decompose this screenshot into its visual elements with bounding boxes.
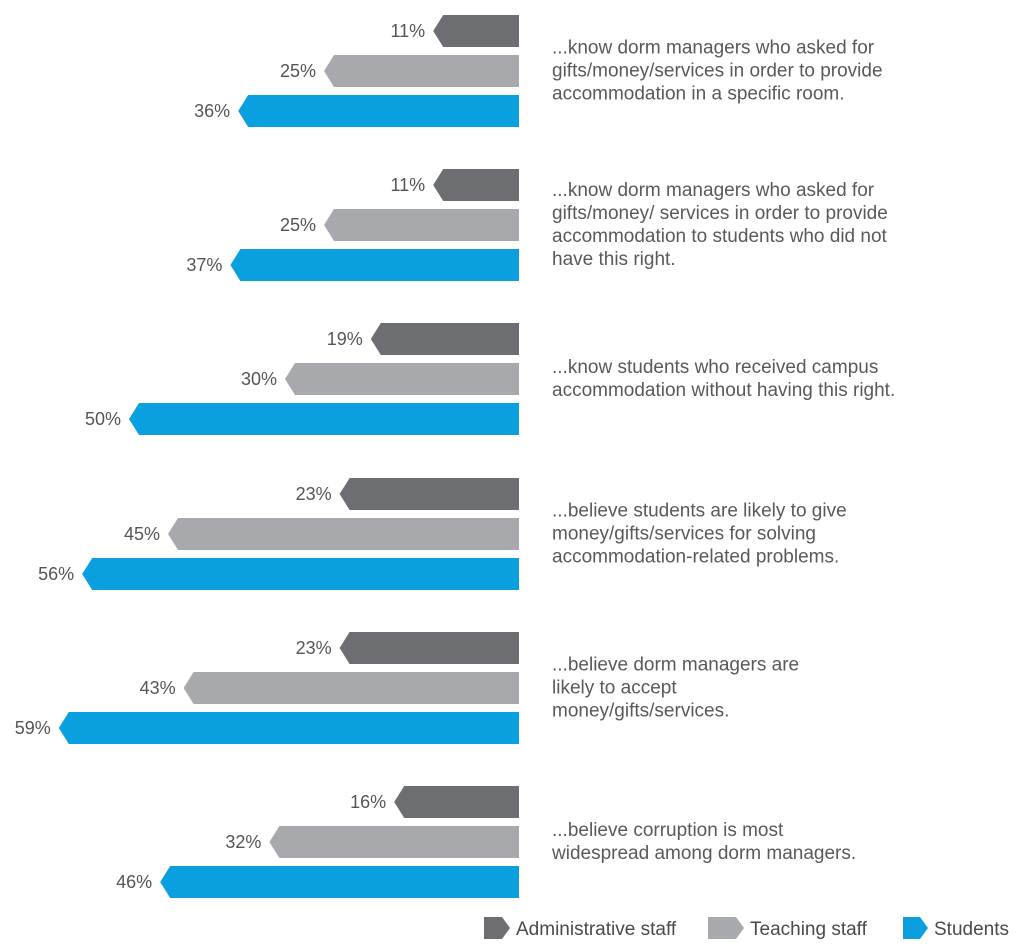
data-label: 56% xyxy=(38,564,74,584)
category-description: ...believe corruption is most widespread … xyxy=(551,820,856,864)
bar-administrative-staff xyxy=(370,323,519,355)
category-description: ...know dorm managers who asked for gifts… xyxy=(552,38,883,105)
data-label: 19% xyxy=(327,329,363,349)
category-description-line: money/gifts/services for solving xyxy=(552,524,816,545)
bar-students xyxy=(238,95,519,127)
data-label: 50% xyxy=(85,409,121,429)
legend-label: Students xyxy=(934,919,1009,940)
data-label: 59% xyxy=(15,718,51,738)
bar-students xyxy=(82,558,519,590)
category-description-line: ...know dorm managers who asked for xyxy=(552,38,875,59)
category-description-line: ...believe corruption is most xyxy=(552,820,784,841)
bar-students xyxy=(129,403,519,435)
data-label: 11% xyxy=(390,21,425,41)
bar-administrative-staff xyxy=(433,169,519,201)
category-description-line: accommodation to students who did not xyxy=(552,226,888,247)
bar-teaching-staff xyxy=(324,209,519,241)
category-description-line: gifts/money/services in order to provide xyxy=(552,61,883,82)
legend-swatch xyxy=(708,917,744,939)
category-description-line: widespread among dorm managers. xyxy=(551,843,856,864)
data-label: 23% xyxy=(296,484,332,504)
category-description-line: accommodation without having this right. xyxy=(552,380,895,401)
bar-administrative-staff xyxy=(394,786,519,818)
bar-administrative-staff xyxy=(339,478,519,510)
bar-administrative-staff xyxy=(339,632,519,664)
bar-teaching-staff xyxy=(183,672,519,704)
legend-label: Administrative staff xyxy=(516,919,677,940)
data-label: 43% xyxy=(140,678,176,698)
bar-students xyxy=(230,249,519,281)
bar-teaching-staff xyxy=(285,363,519,395)
data-label: 23% xyxy=(296,638,332,658)
bar-students xyxy=(160,866,519,898)
category-description-line: gifts/money/ services in order to provid… xyxy=(552,203,888,224)
data-label: 36% xyxy=(194,101,230,121)
legend-swatch xyxy=(484,917,510,939)
data-label: 25% xyxy=(280,61,316,81)
data-label: 37% xyxy=(186,255,222,275)
data-label: 32% xyxy=(225,832,261,852)
data-label: 45% xyxy=(124,524,160,544)
legend-swatch xyxy=(903,917,928,939)
category-description-line: accommodation-related problems. xyxy=(552,547,839,568)
bar-administrative-staff xyxy=(433,15,519,47)
category-description-line: ...know dorm managers who asked for xyxy=(552,180,875,201)
data-label: 25% xyxy=(280,215,316,235)
data-label: 11% xyxy=(390,175,425,195)
category-description-line: likely to accept xyxy=(552,678,677,699)
category-description-line: ...believe students are likely to give xyxy=(552,501,847,522)
category-description: ...believe dorm managers are likely to ac… xyxy=(552,655,799,722)
category-description: ...know students who received campus acco… xyxy=(552,357,895,401)
bar-students xyxy=(58,712,520,744)
bar-teaching-staff xyxy=(324,55,519,87)
category-description-line: money/gifts/services. xyxy=(552,701,729,722)
category-description-line: accommodation in a specific room. xyxy=(552,84,845,105)
category-description-line: ...know students who received campus xyxy=(552,357,878,378)
data-label: 30% xyxy=(241,369,277,389)
category-description-line: ...believe dorm managers are xyxy=(552,655,799,676)
data-label: 16% xyxy=(350,792,386,812)
category-description-line: have this right. xyxy=(552,249,676,270)
data-label: 46% xyxy=(116,872,152,892)
bar-teaching-staff xyxy=(168,518,519,550)
legend-label: Teaching staff xyxy=(750,919,868,940)
category-description: ...believe students are likely to give mo… xyxy=(552,501,847,568)
category-description: ...know dorm managers who asked for gifts… xyxy=(552,180,888,270)
bar-teaching-staff xyxy=(269,826,519,858)
